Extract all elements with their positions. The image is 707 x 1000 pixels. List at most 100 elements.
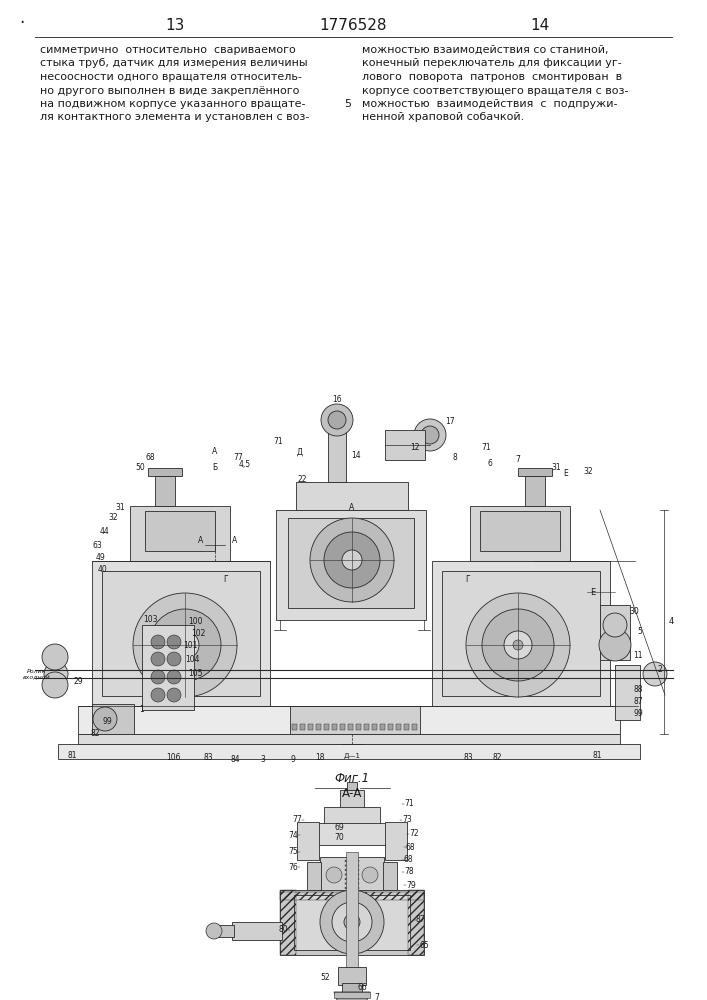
Text: 44: 44 [99, 528, 109, 536]
Bar [320, 857, 384, 892]
Circle shape [344, 914, 360, 930]
Text: 32: 32 [583, 468, 592, 477]
Circle shape [599, 629, 631, 661]
Text: 74: 74 [288, 830, 298, 840]
Text: 13: 13 [165, 18, 185, 33]
Circle shape [42, 672, 68, 698]
Text: 1776528: 1776528 [320, 18, 387, 33]
Bar [432, 561, 610, 706]
Bar [615, 665, 640, 720]
Text: 29: 29 [74, 676, 83, 686]
Bar [308, 724, 313, 730]
Bar [342, 983, 362, 992]
Text: Ролик
входной: Ролик входной [23, 669, 51, 679]
Text: 4: 4 [669, 617, 674, 626]
Circle shape [513, 640, 523, 650]
Bar [442, 571, 600, 696]
Circle shape [151, 635, 165, 649]
Text: 69: 69 [334, 824, 344, 832]
Text: стыка труб, датчик для измерения величины: стыка труб, датчик для измерения величин… [40, 58, 308, 68]
Bar [212, 925, 234, 937]
Text: 12: 12 [410, 444, 420, 452]
Text: лового  поворота  патронов  смонтирован  в: лового поворота патронов смонтирован в [362, 72, 622, 82]
Bar [348, 724, 353, 730]
Text: 73: 73 [402, 816, 411, 824]
Text: 68: 68 [145, 452, 155, 462]
Bar [317, 823, 387, 845]
Bar [396, 724, 401, 730]
Bar [280, 890, 424, 955]
Bar [364, 724, 369, 730]
Text: на подвижном корпусе указанного вращате-: на подвижном корпусе указанного вращате- [40, 99, 305, 109]
Bar [294, 895, 410, 950]
Bar [148, 468, 182, 476]
Circle shape [149, 609, 221, 681]
Bar [92, 704, 134, 734]
Bar [525, 476, 545, 506]
Text: 5: 5 [638, 628, 643, 637]
Text: А: А [212, 448, 218, 456]
Circle shape [362, 867, 378, 883]
Circle shape [167, 635, 181, 649]
Text: А: А [349, 504, 355, 512]
Bar [412, 724, 417, 730]
Circle shape [324, 532, 380, 588]
Text: 101: 101 [183, 641, 197, 650]
Circle shape [167, 688, 181, 702]
Text: 99: 99 [102, 718, 112, 726]
Bar [316, 724, 321, 730]
Text: 30: 30 [629, 607, 639, 616]
Text: ·: · [19, 14, 25, 32]
Text: 8: 8 [452, 454, 457, 462]
Text: 32: 32 [108, 514, 118, 522]
Text: 82: 82 [492, 754, 502, 762]
Text: симметрично  относительно  свариваемого: симметрично относительно свариваемого [40, 45, 296, 55]
Circle shape [44, 662, 68, 686]
Circle shape [421, 426, 439, 444]
Text: 66: 66 [357, 984, 367, 992]
Text: 71: 71 [404, 800, 414, 808]
Circle shape [42, 644, 68, 670]
Text: 1: 1 [139, 706, 144, 714]
Circle shape [151, 670, 165, 684]
Bar [334, 992, 370, 998]
Text: 88: 88 [633, 686, 643, 694]
Text: 77: 77 [233, 452, 243, 462]
Text: 9: 9 [291, 754, 296, 764]
Text: 11: 11 [633, 650, 643, 660]
Bar [388, 724, 393, 730]
Circle shape [206, 923, 222, 939]
Text: 50: 50 [135, 464, 145, 473]
Text: Б: Б [212, 464, 218, 473]
Text: 63: 63 [92, 540, 102, 550]
Bar [372, 724, 377, 730]
Text: 68: 68 [404, 856, 414, 864]
Text: 99: 99 [633, 708, 643, 718]
Bar [145, 511, 215, 551]
Bar [130, 506, 230, 561]
Text: 18: 18 [315, 754, 325, 762]
Bar [385, 822, 407, 860]
Text: 14: 14 [530, 18, 549, 33]
Text: А-А: А-А [341, 787, 362, 800]
Text: но другого выполнен в виде закреплённого: но другого выполнен в виде закреплённого [40, 86, 299, 96]
Bar [328, 427, 346, 482]
Circle shape [504, 631, 532, 659]
Text: 22: 22 [297, 476, 307, 485]
Bar [356, 724, 361, 730]
Bar [288, 518, 414, 608]
Text: 78: 78 [404, 867, 414, 876]
Bar [324, 807, 380, 825]
Text: 81: 81 [592, 752, 602, 760]
Circle shape [466, 593, 570, 697]
Circle shape [320, 890, 384, 954]
Bar [346, 852, 358, 970]
Bar [383, 862, 397, 890]
Circle shape [167, 670, 181, 684]
Text: Г: Г [223, 576, 228, 584]
Circle shape [321, 404, 353, 436]
Circle shape [171, 631, 199, 659]
Circle shape [167, 652, 181, 666]
Text: 16: 16 [332, 395, 341, 404]
Text: 40: 40 [97, 566, 107, 574]
